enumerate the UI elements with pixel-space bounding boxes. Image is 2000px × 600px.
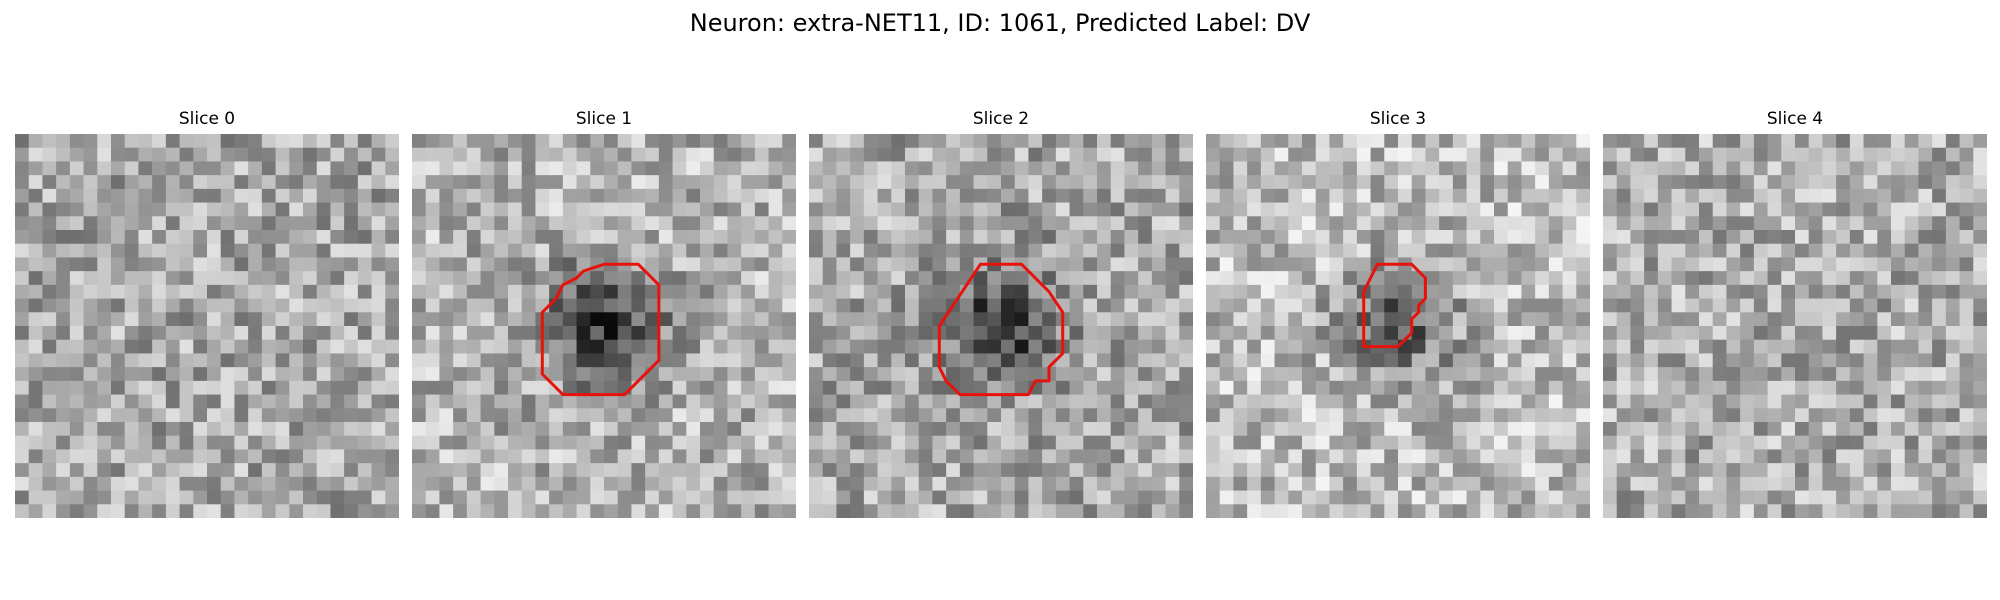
panel-title: Slice 4 (1766, 109, 1824, 129)
panel-slice-2: Slice 2 (809, 108, 1193, 518)
panel-slice-0: Slice 0 (15, 108, 399, 518)
slice-image (1206, 134, 1590, 518)
roi-contour (1362, 262, 1427, 349)
slice-image (412, 134, 796, 518)
slice-image (15, 134, 399, 518)
panel-title: Slice 1 (575, 109, 633, 129)
roi-contour (540, 262, 661, 397)
slice-image (1603, 134, 1987, 518)
figure-title: Neuron: extra-NET11, ID: 1061, Predicted… (689, 9, 1311, 37)
panel-slice-3: Slice 3 (1206, 108, 1590, 518)
panel-title: Slice 2 (972, 109, 1030, 129)
panel-slice-1: Slice 1 (412, 108, 796, 518)
panel-title: Slice 3 (1369, 109, 1427, 129)
panel-slice-4: Slice 4 (1603, 108, 1987, 518)
slice-image (809, 134, 1193, 518)
roi-contour (937, 262, 1065, 397)
panel-title: Slice 0 (178, 109, 236, 129)
